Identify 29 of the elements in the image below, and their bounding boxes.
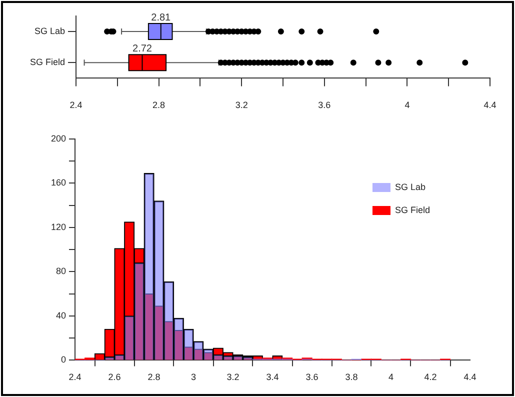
y-tick-label: 40	[56, 310, 66, 320]
x-tick-label: 2.8	[152, 100, 166, 110]
x-tick-label: 2.4	[70, 100, 82, 110]
x-tick-label: 3.2	[235, 100, 248, 110]
x-tick-label: 3.4	[266, 372, 279, 382]
y-tick-label: SG Field	[30, 57, 65, 68]
x-tick-label: 2.8	[148, 372, 160, 382]
x-tick-label: 4.4	[464, 372, 476, 382]
x-tick-label: 3	[190, 372, 196, 382]
y-tick-label: SG Lab	[34, 26, 65, 36]
x-tick-label: 4	[388, 372, 394, 382]
y-tick-label: 120	[50, 222, 66, 232]
x-tick-label: 4	[404, 100, 410, 110]
x-tick-label: 4.2	[424, 372, 437, 382]
y-tick-label: 0	[60, 354, 66, 365]
y-tick-label: 80	[56, 266, 66, 276]
y-tick-label: 200	[50, 133, 66, 144]
x-tick-label: 2.6	[108, 372, 121, 382]
legend-label: SG Field	[394, 204, 430, 215]
y-tick-label: 160	[50, 178, 66, 188]
x-tick-label: 3.6	[306, 372, 318, 382]
annotation: 2.81	[151, 12, 172, 24]
x-tick-label: 3.6	[318, 100, 331, 110]
x-tick-label: 3.8	[345, 372, 358, 382]
x-tick-label: 3.2	[226, 372, 240, 382]
annotation: 2.72	[132, 43, 152, 54]
x-tick-label: 4.4	[484, 100, 496, 110]
legend-label: SG Lab	[394, 182, 426, 192]
x-tick-label: 2.4	[68, 372, 82, 382]
